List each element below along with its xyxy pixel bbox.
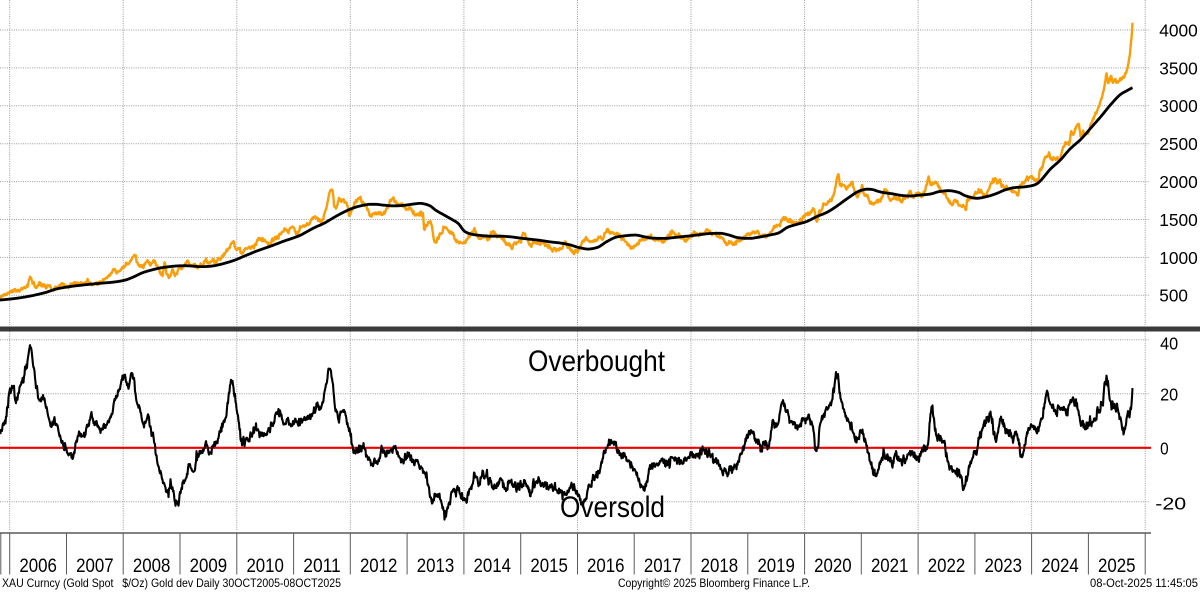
svg-text:2012: 2012: [360, 555, 398, 577]
svg-text:20: 20: [1160, 385, 1178, 405]
svg-text:2022: 2022: [928, 555, 966, 577]
svg-text:2006: 2006: [19, 555, 57, 577]
svg-text:Overbought: Overbought: [528, 345, 665, 378]
svg-text:2014: 2014: [474, 555, 512, 577]
svg-text:2500: 2500: [1159, 134, 1198, 154]
svg-text:2011: 2011: [303, 555, 341, 577]
svg-text:2025: 2025: [1098, 555, 1136, 577]
svg-text:Copyright© 2025 Bloomberg Fina: Copyright© 2025 Bloomberg Finance L.P.: [618, 576, 810, 590]
svg-text:2020: 2020: [814, 555, 852, 577]
svg-text:2015: 2015: [530, 555, 568, 577]
svg-text:3000: 3000: [1159, 96, 1198, 116]
svg-text:500: 500: [1159, 286, 1188, 306]
svg-text:3500: 3500: [1159, 58, 1198, 78]
svg-text:08-Oct-2025 11:45:05: 08-Oct-2025 11:45:05: [1090, 576, 1198, 590]
svg-text:2009: 2009: [190, 555, 228, 577]
svg-text:1500: 1500: [1159, 210, 1198, 230]
svg-text:2007: 2007: [76, 555, 114, 577]
svg-text:4000: 4000: [1159, 20, 1198, 40]
svg-text:0: 0: [1160, 439, 1169, 459]
svg-text:2018: 2018: [701, 555, 739, 577]
svg-text:2019: 2019: [757, 555, 795, 577]
svg-text:2008: 2008: [133, 555, 171, 577]
svg-text:2017: 2017: [644, 555, 682, 577]
svg-text:2023: 2023: [985, 555, 1023, 577]
svg-text:2024: 2024: [1041, 555, 1079, 577]
svg-text:2013: 2013: [417, 555, 455, 577]
svg-text:2000: 2000: [1159, 172, 1198, 192]
svg-text:2010: 2010: [246, 555, 284, 577]
svg-text:XAU Curncy (Gold Spot $/Oz): XAU Curncy (Gold Spot $/Oz) Gold dev Dai…: [2, 576, 341, 590]
svg-text:Oversold: Oversold: [560, 491, 665, 524]
svg-text:2016: 2016: [587, 555, 625, 577]
svg-text:2021: 2021: [871, 555, 909, 577]
svg-text:-20: -20: [1155, 494, 1186, 514]
svg-text:1000: 1000: [1159, 248, 1198, 268]
svg-text:40: 40: [1160, 334, 1178, 354]
